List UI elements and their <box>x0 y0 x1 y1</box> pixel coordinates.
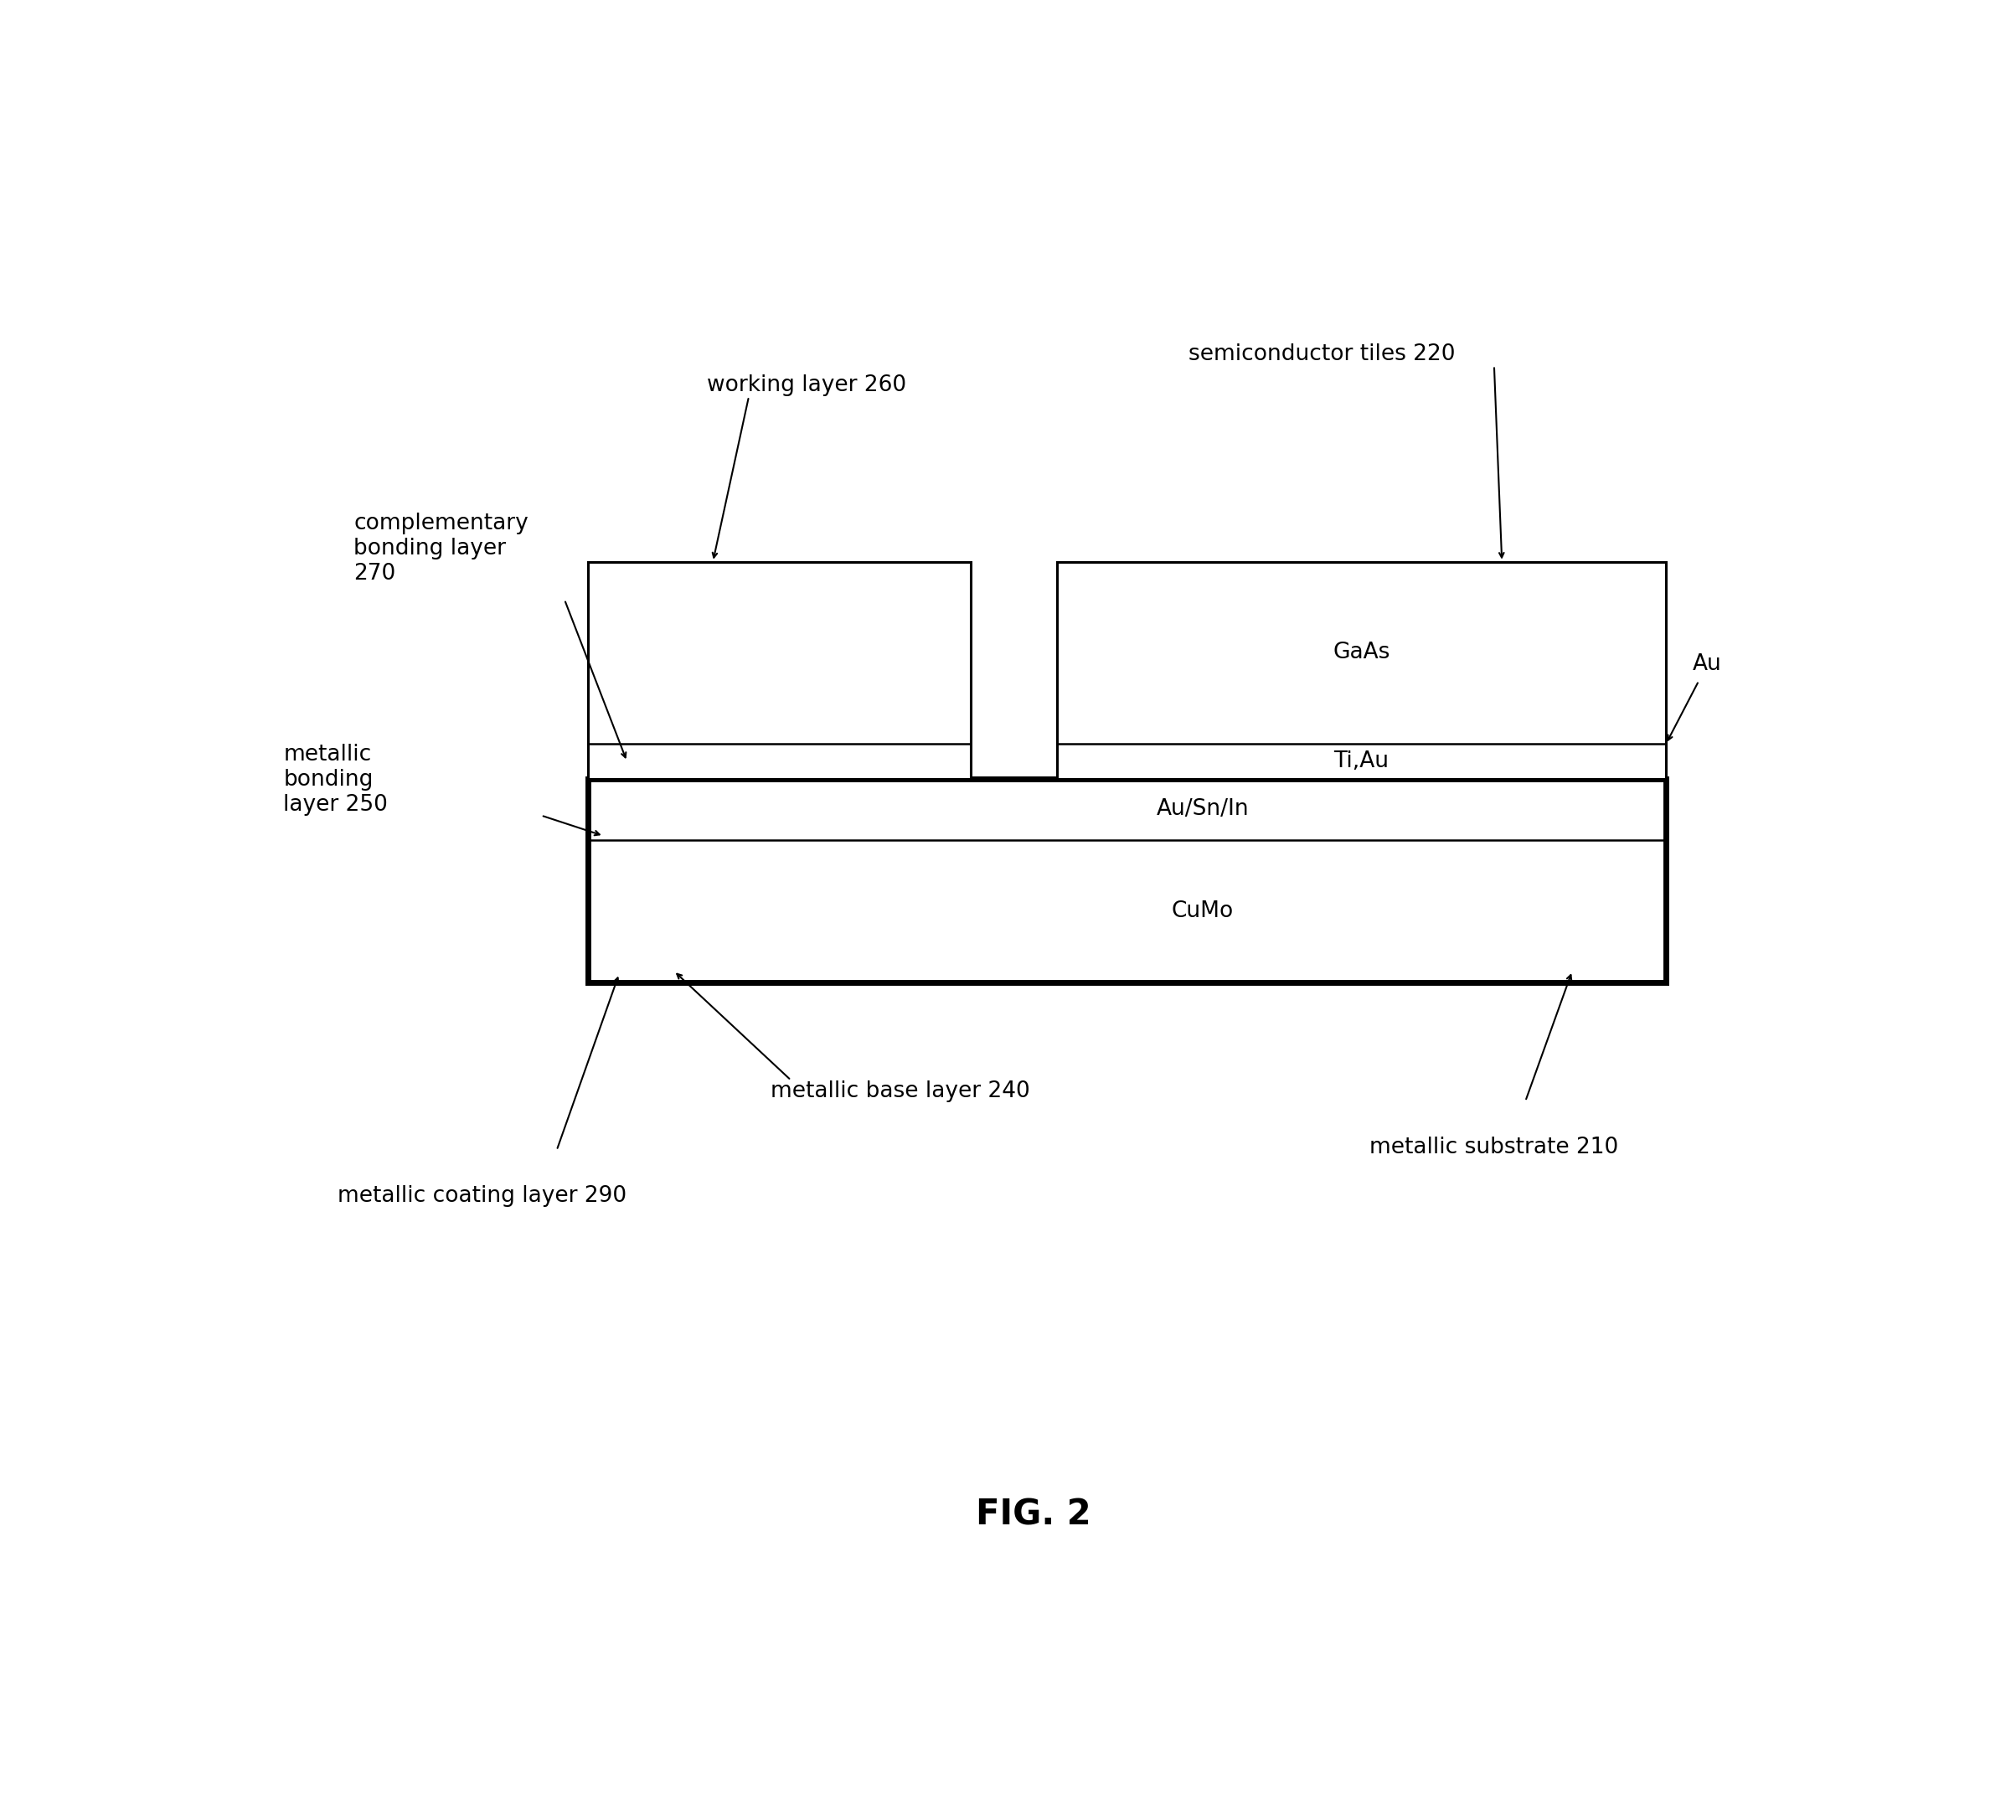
Text: GaAs: GaAs <box>1333 642 1389 664</box>
Text: metallic substrate 210: metallic substrate 210 <box>1369 1136 1619 1158</box>
Text: complementary
bonding layer
270: complementary bonding layer 270 <box>353 513 528 584</box>
Text: metallic
bonding
layer 250: metallic bonding layer 250 <box>282 744 387 815</box>
Text: metallic coating layer 290: metallic coating layer 290 <box>339 1185 627 1207</box>
Text: Au/Sn/In: Au/Sn/In <box>1155 799 1248 821</box>
Text: Ti,Au: Ti,Au <box>1335 750 1389 772</box>
Text: working layer 260: working layer 260 <box>708 375 907 397</box>
Text: FIG. 2: FIG. 2 <box>976 1498 1091 1532</box>
Text: metallic base layer 240: metallic base layer 240 <box>770 1081 1030 1103</box>
Bar <box>589 779 1665 983</box>
Text: CuMo: CuMo <box>1171 901 1234 923</box>
Bar <box>589 562 972 779</box>
Bar <box>1056 562 1665 779</box>
Text: semiconductor tiles 220: semiconductor tiles 220 <box>1189 344 1456 366</box>
Text: Au: Au <box>1693 653 1722 675</box>
